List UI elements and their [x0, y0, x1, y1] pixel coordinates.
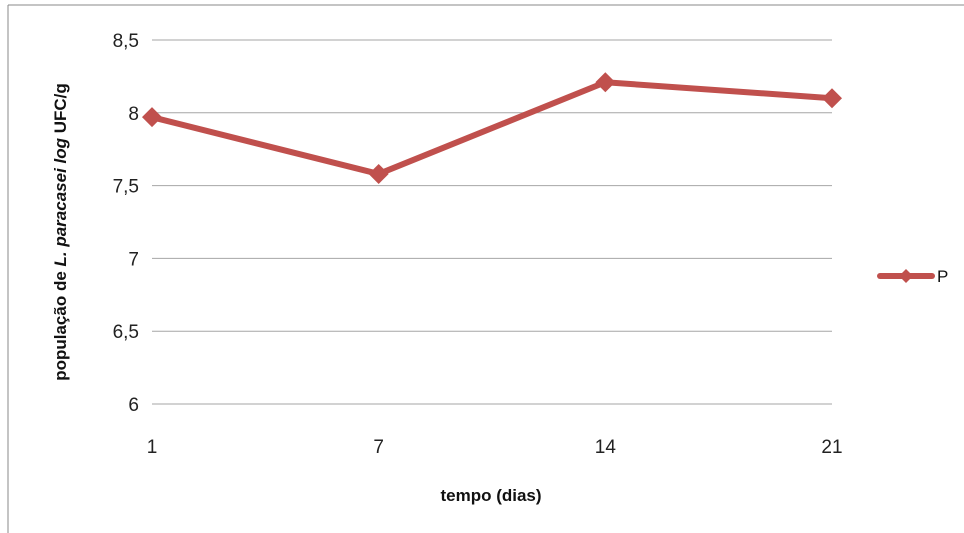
- y-tick-label: 7: [128, 249, 139, 270]
- y-axis-title-prefix: população de: [51, 266, 70, 380]
- data-point-marker: [368, 163, 389, 184]
- legend-marker: [899, 269, 913, 283]
- series-layer: [142, 72, 842, 184]
- x-axis-title: tempo (dias): [440, 486, 541, 505]
- x-tick-labels: 1 7 14 21: [147, 437, 843, 458]
- y-tick-label: 8: [128, 104, 139, 125]
- x-tick-label: 7: [373, 437, 384, 458]
- data-point-marker: [595, 72, 616, 93]
- y-axis-title-italic: L. paracasei log: [51, 137, 70, 266]
- y-tick-label: 6: [128, 395, 139, 416]
- y-tick-label: 6,5: [113, 322, 139, 343]
- legend-label: P: [937, 267, 948, 286]
- data-point-marker: [142, 107, 162, 128]
- series-line: [149, 79, 835, 177]
- y-axis-title-suffix: UFC/g: [51, 83, 70, 138]
- y-axis-title: população de L. paracasei log UFC/g: [51, 83, 70, 381]
- x-tick-label: 1: [147, 437, 158, 458]
- x-tick-label: 14: [595, 437, 617, 458]
- gridlines: [152, 39, 832, 405]
- y-tick-label: 7,5: [113, 177, 139, 198]
- y-tick-label: 8,5: [113, 31, 139, 52]
- x-tick-label: 21: [821, 437, 842, 458]
- legend: P: [877, 267, 948, 286]
- data-point-marker: [822, 88, 842, 109]
- y-tick-labels: 6 6,5 7 7,5 8 8,5: [113, 31, 139, 416]
